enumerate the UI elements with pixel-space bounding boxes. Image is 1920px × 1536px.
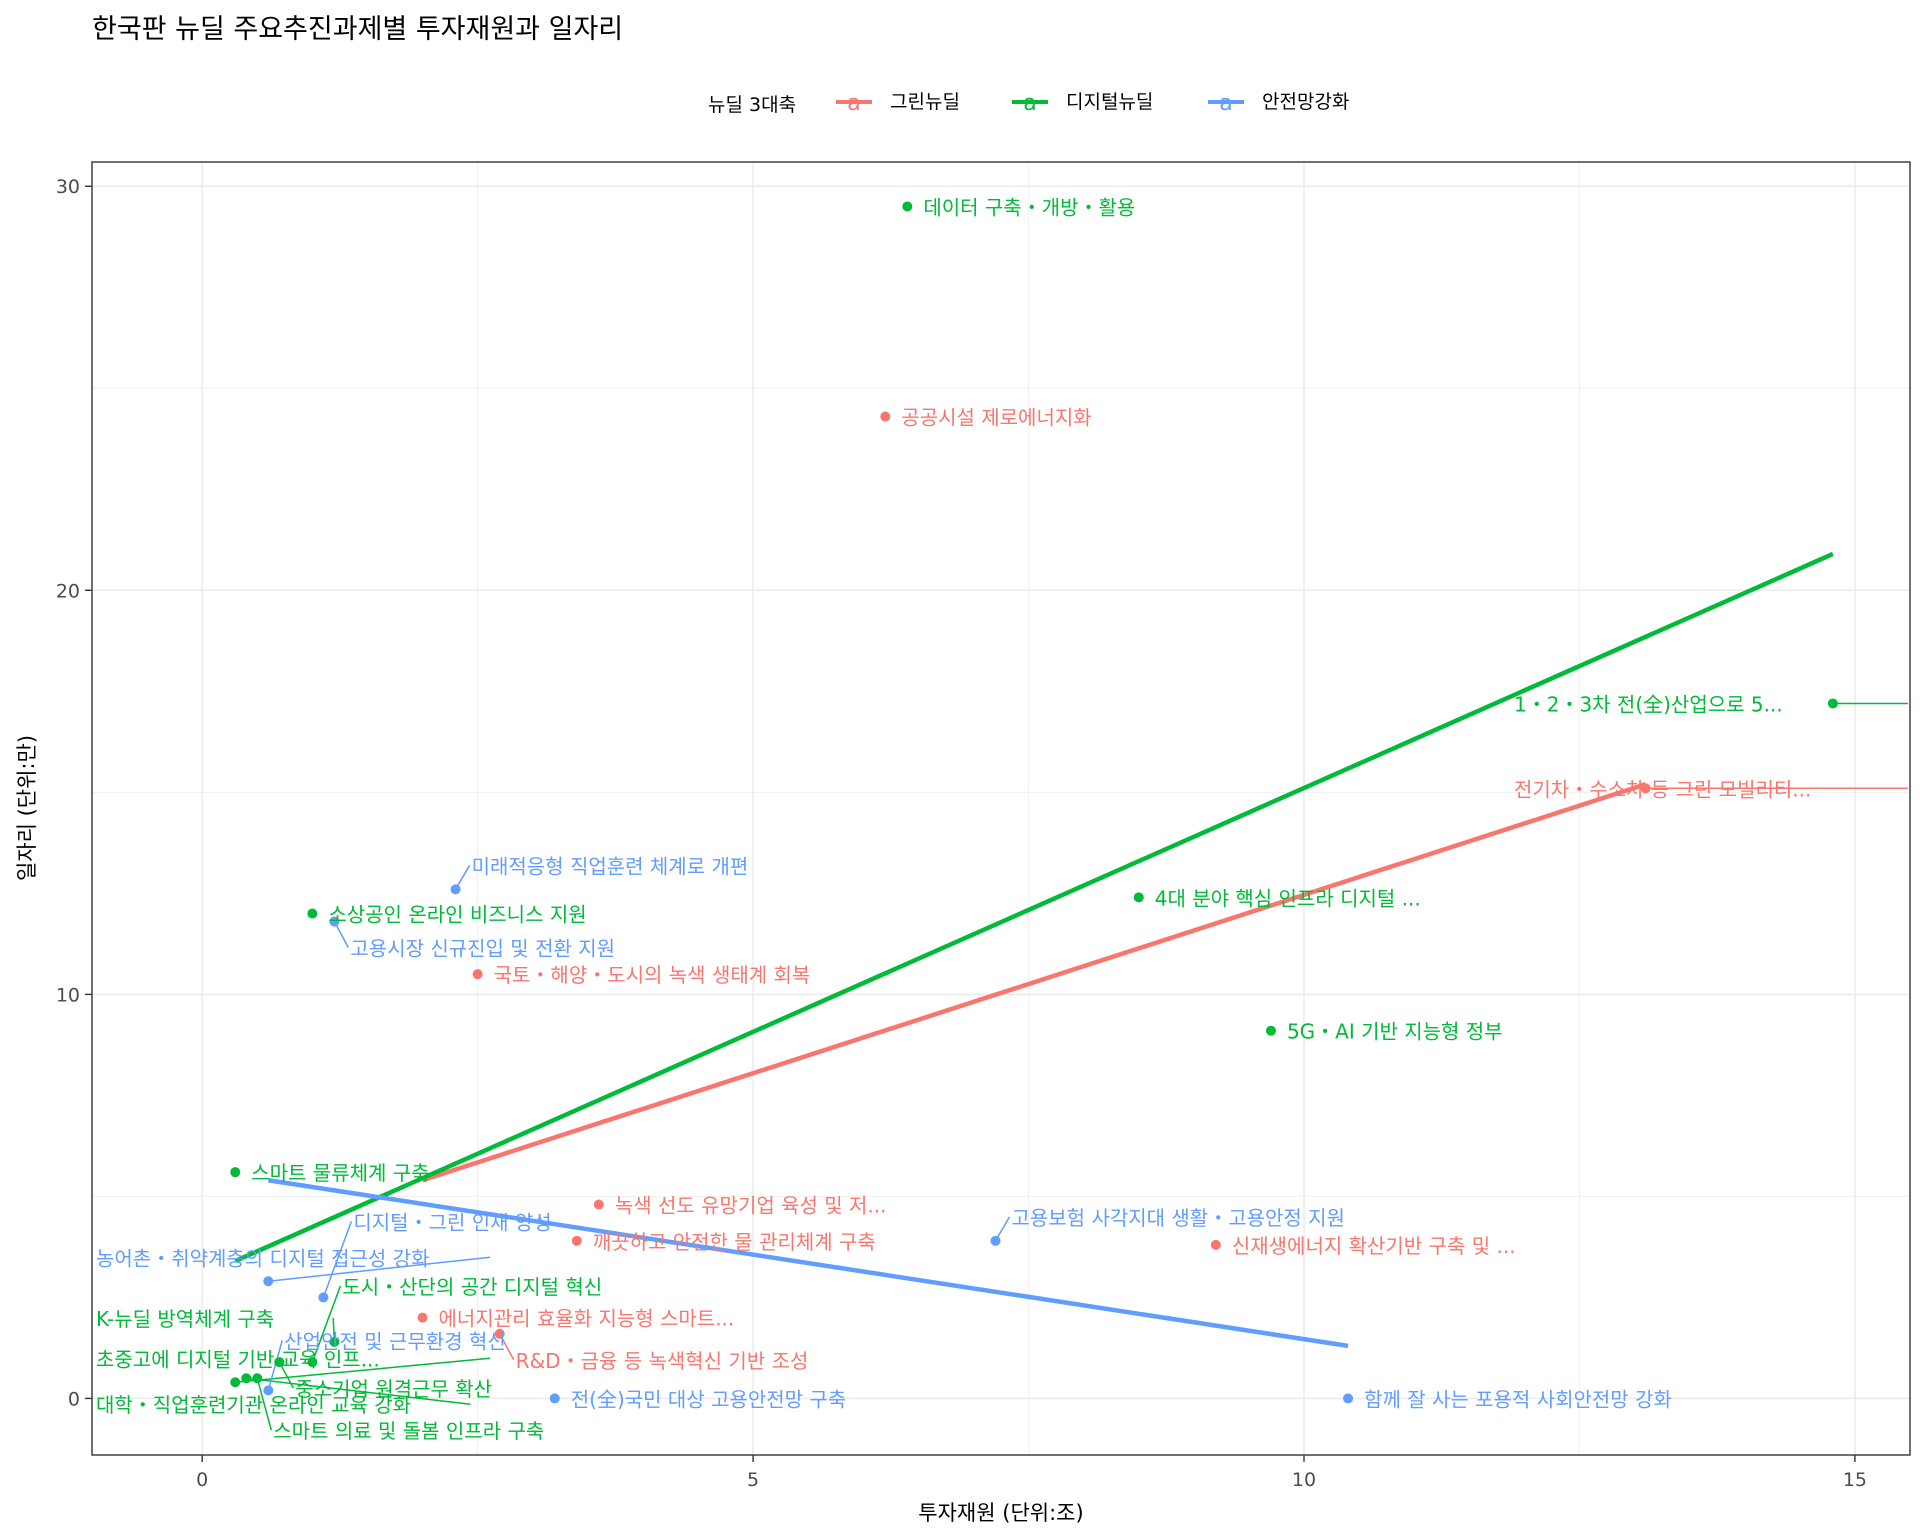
data-point [472,969,483,980]
data-point [307,908,318,919]
chart-title: 한국판 뉴딜 주요추진과제별 투자재원과 일자리 [92,14,623,45]
data-point [549,1393,560,1404]
data-point [880,411,891,422]
x-axis-ticks: 0 5 10 15 [196,1455,1867,1491]
legend-key-glyph: a [1219,91,1232,116]
point-label: 1・2・3차 전(全)산업으로 5... [1514,692,1783,716]
trend-line [421,782,1647,1183]
data-point [450,884,461,895]
y-tick-label: 30 [56,176,80,198]
label-leader [256,1378,272,1431]
point-label: 녹색 선도 유망기업 육성 및 저... [615,1193,887,1217]
data-point [593,1199,604,1210]
label-leader [235,1357,491,1384]
y-tick-label: 20 [56,580,80,602]
legend-item-label: 그린뉴딜 [890,91,960,113]
point-label: 도시・산단의 공간 디지털 혁신 [342,1275,602,1299]
plot-border [91,161,1911,1456]
label-leader [268,1256,491,1282]
label-leader [322,1221,353,1298]
data-point [1133,892,1144,903]
data-points [230,201,1838,1404]
point-label: 4대 분야 핵심 인프라 디지털 ... [1155,886,1421,910]
data-point [274,1357,285,1368]
point-label: 5G・AI 기반 지능형 정부 [1287,1020,1503,1044]
legend-key-glyph: a [1023,91,1036,116]
point-label: 함께 잘 사는 포용적 사회안전망 강화 [1364,1387,1672,1411]
label-leader [267,1340,284,1391]
legend-item-label: 디지털뉴딜 [1066,91,1153,113]
point-label: 공공시설 제로에너지화 [901,406,1091,430]
data-point [1827,698,1838,709]
legend-title: 뉴딜 3대축 [708,94,796,116]
point-label: K-뉴딜 방역체계 구축 [96,1307,274,1331]
point-label: 스마트 의료 및 돌봄 인프라 구축 [273,1419,544,1443]
label-leader [311,1285,342,1363]
point-label: 에너지관리 효율화 지능형 스마트... [439,1307,735,1331]
point-label: 농어촌・취약계층의 디지털 접근성 강화 [96,1246,429,1270]
data-point [1210,1239,1221,1250]
data-point [902,201,913,212]
data-point [329,1336,340,1347]
x-tick-label: 0 [196,1469,208,1491]
data-point [1343,1393,1354,1404]
data-point [263,1385,274,1396]
point-label: 산업안전 및 근무환경 혁신 [284,1329,505,1353]
point-label: 신재생에너지 확산기반 구축 및 ... [1232,1234,1516,1258]
legend-key-glyph: a [847,91,860,116]
data-point [252,1373,263,1384]
y-axis-title: 일자리 (단위:만) [15,735,39,881]
data-point [494,1328,505,1339]
point-label: 전(全)국민 대상 고용안전망 구축 [571,1387,846,1411]
y-tick-label: 10 [56,984,80,1006]
data-point [571,1235,582,1246]
data-point [329,916,340,927]
point-label: 스마트 물류체계 구축 [251,1161,429,1185]
trend-lines [234,551,1834,1349]
point-label: 디지털・그린 인재 양성 [353,1210,551,1234]
x-axis-title: 투자재원 (단위:조) [918,1501,1083,1525]
data-point [230,1167,241,1178]
data-point [241,1373,252,1384]
data-point [417,1312,428,1323]
label-leader [246,1377,471,1405]
point-label: 깨끗하고 안전한 물 관리체계 구축 [593,1230,876,1254]
x-tick-label: 10 [1292,1469,1316,1491]
data-point [263,1276,274,1287]
point-label: 고용시장 신규진입 및 전환 지원 [350,937,615,961]
y-tick-label: 0 [68,1388,80,1410]
point-label: 고용보험 사각지대 생활・고용안정 지원 [1011,1206,1344,1230]
data-point [230,1377,241,1388]
point-label: 중소기업 원격근무 확산 [295,1377,492,1401]
y-axis-ticks: 0 10 20 30 [56,176,92,1410]
legend-item-label: 안전망강화 [1262,91,1349,113]
point-label: 전기차・수소차 등 그린 모빌리티... [1514,777,1811,801]
data-point [1640,783,1651,794]
point-label: 소상공인 온라인 비즈니스 지원 [328,903,586,927]
legend: 뉴딜 3대축 a 그린뉴딜 a 디지털뉴딜 a 안전망강화 [708,91,1349,116]
point-label: 국토・해양・도시의 녹색 생태계 회복 [494,963,811,987]
x-tick-label: 15 [1843,1469,1867,1491]
plot-panel [92,162,1910,1455]
point-label: 미래적응형 직업훈련 체계로 개편 [472,854,749,878]
trend-line [234,551,1834,1264]
data-point [990,1235,1001,1246]
point-label: R&D・금융 등 녹색혁신 기반 조성 [516,1349,809,1373]
x-tick-label: 5 [747,1469,759,1491]
point-label: 대학・직업훈련기관 온라인 교육 강화 [96,1393,411,1417]
point-label: 초중고에 디지털 기반 교육 인프... [96,1347,380,1371]
point-label: 데이터 구축・개방・활용 [923,195,1135,219]
data-point [1265,1025,1276,1036]
trend-line [267,1178,1349,1349]
data-point [318,1292,329,1303]
data-point [307,1357,318,1368]
